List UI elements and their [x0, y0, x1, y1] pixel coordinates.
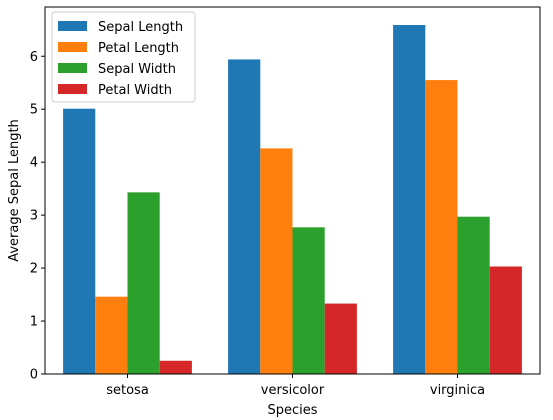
x-tick-label-virginica: virginica: [430, 383, 485, 398]
x-axis-label: Species: [267, 403, 317, 418]
legend-label-sepal-width: Sepal Width: [98, 62, 176, 77]
legend-label-sepal-length: Sepal Length: [98, 20, 183, 35]
bar-petal-length-virginica: [425, 80, 458, 374]
y-tick-label: 1: [30, 315, 38, 330]
y-tick-label: 3: [30, 209, 38, 224]
bar-petal-width-virginica: [489, 266, 522, 374]
x-tick-label-versicolor: versicolor: [261, 383, 325, 398]
legend-swatch-sepal-width: [58, 63, 87, 73]
y-axis-label: Average Sepal Length: [7, 119, 22, 262]
y-tick-label: 2: [30, 262, 38, 277]
y-tick-label: 6: [30, 50, 38, 65]
bar-sepal-length-virginica: [393, 25, 426, 374]
legend-swatch-sepal-length: [58, 21, 87, 31]
bar-sepal-length-setosa: [63, 108, 96, 375]
bar-sepal-length-versicolor: [228, 59, 261, 375]
bar-petal-width-setosa: [159, 360, 192, 374]
y-tick-label: 4: [30, 156, 38, 171]
bar-petal-length-versicolor: [260, 148, 293, 374]
legend-swatch-petal-width: [58, 84, 87, 94]
legend: Sepal Length Petal Length Sepal Width Petal…: [51, 11, 196, 103]
x-tick-label-setosa: setosa: [106, 383, 149, 398]
legend-label-petal-length: Petal Length: [98, 41, 179, 56]
legend-swatch-petal-length: [58, 42, 87, 52]
axes-group: 0 1 2 3 4 5 6 setosa versicolor virginica: [30, 6, 541, 398]
y-tick-label: 0: [30, 368, 38, 383]
bar-sepal-width-virginica: [457, 216, 490, 374]
legend-label-petal-width: Petal Width: [98, 83, 172, 98]
y-tick-label: 5: [30, 103, 38, 118]
bar-sepal-width-setosa: [127, 192, 160, 374]
bar-sepal-width-versicolor: [292, 227, 325, 374]
bars-group: [63, 25, 522, 375]
bar-petal-width-versicolor: [324, 303, 357, 374]
bar-petal-length-setosa: [95, 296, 128, 374]
legend-box: [51, 11, 196, 103]
